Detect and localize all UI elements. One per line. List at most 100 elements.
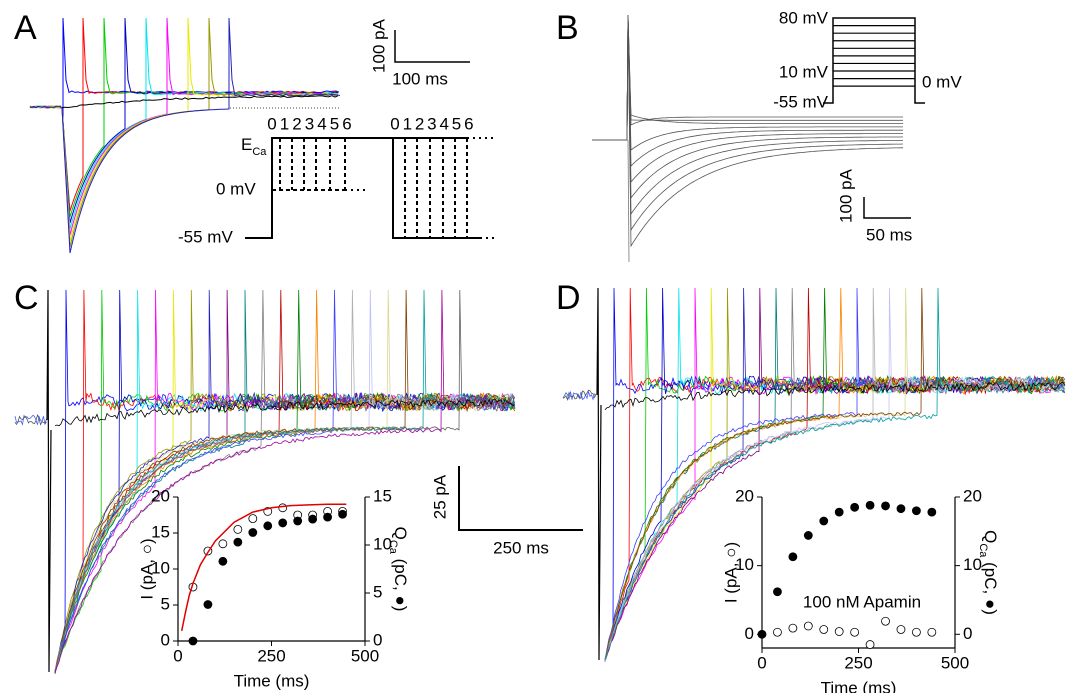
- step-label: 5: [330, 114, 339, 133]
- open-point: [218, 539, 228, 549]
- trace: [604, 287, 1066, 660]
- y-tick-label: 20: [735, 486, 754, 505]
- trace: [29, 17, 340, 121]
- filled-point: [865, 500, 875, 510]
- trace: [604, 287, 1065, 660]
- y2-axis-label-main: Q: [981, 530, 1000, 543]
- filled-point: [338, 509, 347, 519]
- filled-point: [757, 629, 767, 639]
- y2-tick-label: 0: [373, 630, 382, 649]
- y-axis-label: I (pA, ○): [721, 542, 740, 603]
- open-point: [788, 623, 798, 633]
- filled-point: [263, 521, 273, 531]
- trace: [592, 14, 903, 141]
- trace: [596, 287, 602, 661]
- filled-point: [912, 506, 921, 516]
- step-label: 4: [439, 114, 448, 133]
- trace: [14, 413, 47, 426]
- trace: [54, 398, 516, 427]
- plot-area: [762, 497, 955, 648]
- filled-point: [308, 514, 318, 524]
- trace: [592, 14, 903, 141]
- x-tick-label: 0: [757, 653, 766, 672]
- filled-point: [850, 502, 860, 512]
- open-point: [803, 621, 813, 631]
- y2-tick-label: 5: [373, 582, 382, 601]
- trace: [604, 381, 1066, 410]
- y2-axis-label: QCa (pC, ●): [977, 530, 999, 615]
- y2-axis-label-sub: Ca: [387, 540, 399, 555]
- trace: [562, 390, 597, 401]
- trace: [592, 14, 903, 151]
- protocol-label-main: E: [241, 135, 252, 154]
- trace: [14, 414, 47, 426]
- protocol-label: -55 mV: [178, 227, 233, 246]
- y2-axis-label-rest: (pC, ●): [981, 557, 1000, 615]
- step-label: 2: [292, 114, 301, 133]
- filled-point: [293, 516, 303, 526]
- open-point: [896, 625, 906, 634]
- scale-label: 25 pA: [430, 474, 449, 519]
- filled-point: [834, 507, 844, 517]
- open-point: [834, 627, 844, 636]
- y2-axis-label-sub: Ca: [977, 543, 989, 558]
- protocols: [245, 17, 925, 531]
- filled-point: [323, 512, 333, 522]
- trace: [592, 14, 903, 184]
- trace: [604, 287, 1066, 660]
- open-point: [881, 616, 890, 626]
- protocol-label: 10 mV: [779, 62, 829, 81]
- filled-point: [773, 587, 782, 597]
- trace: [592, 14, 903, 141]
- open-point: [773, 627, 782, 637]
- trace: [604, 287, 1064, 662]
- y2-tick-label: 20: [963, 486, 982, 505]
- y2-tick-label: 15: [373, 486, 392, 505]
- scale-label: 50 ms: [866, 225, 912, 244]
- step-label: 2: [415, 114, 424, 133]
- panel-label: C: [14, 279, 39, 317]
- inset-chart: 0 250 500 0 10 20 0 10 20 Time (ms) I (pA, ○) QCa (…: [721, 486, 999, 693]
- filled-point: [248, 528, 258, 537]
- filled-point: [881, 501, 890, 511]
- trace: [29, 17, 339, 236]
- open-point: [865, 640, 875, 649]
- protocol-label: ECa: [241, 135, 267, 157]
- trace: [46, 289, 52, 673]
- filled-point: [188, 636, 198, 646]
- trace: [54, 289, 516, 673]
- scale-label: 100 pA: [836, 168, 855, 223]
- trace: [54, 289, 516, 672]
- trace: [54, 289, 515, 674]
- y-tick-label: 20: [151, 486, 170, 505]
- filled-point: [803, 531, 813, 540]
- y2-axis-label-rest: (pC, ●): [391, 554, 410, 612]
- scale-bar: [863, 197, 911, 219]
- open-point: [927, 627, 937, 637]
- trace: [54, 289, 514, 674]
- y-tick-label: 10: [151, 558, 170, 577]
- step-label: 6: [342, 114, 351, 133]
- protocol-line: [392, 138, 480, 239]
- scale-bar: [458, 466, 583, 531]
- protocol-line: [823, 17, 925, 104]
- y-tick-label: 15: [151, 522, 170, 541]
- filled-point: [819, 516, 829, 526]
- step-label: 4: [317, 114, 326, 133]
- open-point: [248, 514, 258, 523]
- trace: [604, 287, 1065, 662]
- filled-point: [788, 552, 798, 562]
- x-tick-label: 0: [173, 646, 182, 665]
- filled-point: [927, 507, 937, 517]
- trace: [604, 287, 1066, 660]
- filled-point: [233, 537, 243, 547]
- step-label: 3: [427, 114, 436, 133]
- x-axis-label: Time (ms): [234, 671, 310, 690]
- trace: [592, 14, 904, 200]
- protocol-label-sub: Ca: [252, 146, 267, 158]
- step-label: 1: [280, 114, 289, 133]
- x-tick-label: 250: [844, 653, 872, 672]
- protocol-line: [245, 137, 467, 239]
- panel-label: D: [556, 279, 581, 317]
